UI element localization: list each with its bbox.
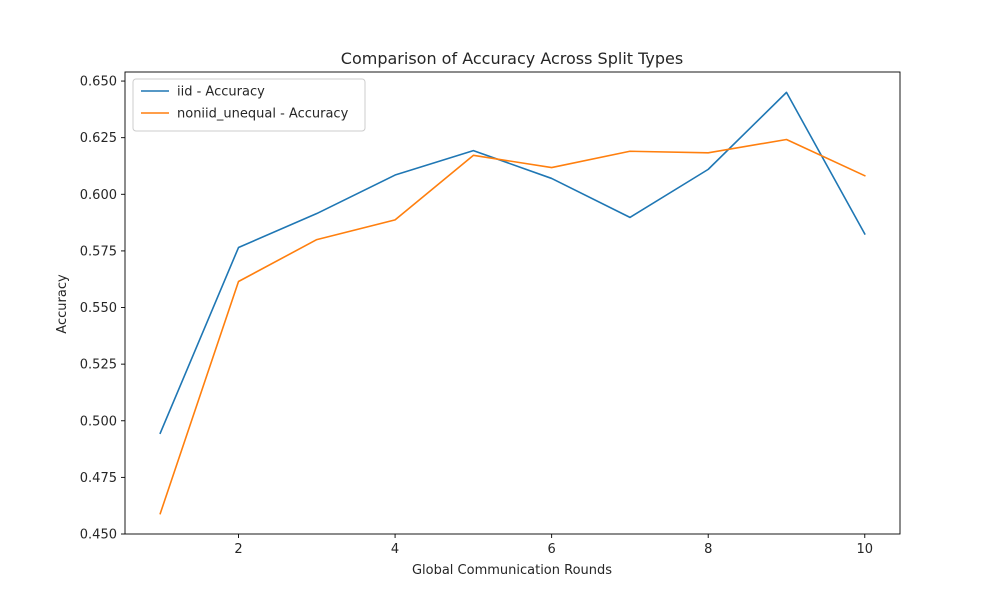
y-tick-label: 0.550 [80,301,117,316]
x-tick-label: 10 [856,542,873,557]
y-tick-label: 0.650 [80,75,117,90]
y-tick-label: 0.525 [80,358,117,373]
legend-box [132,78,366,132]
x-tick-label: 8 [704,542,712,557]
x-tick-label: 4 [391,542,399,557]
plot-frame [124,71,901,535]
chart-title: Comparison of Accuracy Across Split Type… [341,49,683,68]
y-axis-title: Accuracy [55,274,70,334]
series-line-1 [159,138,866,515]
legend-label-0: iid - Accuracy [177,85,265,100]
y-tick-label: 0.450 [80,528,117,543]
y-tick-label: 0.625 [80,131,117,146]
x-tick-label: 6 [548,542,556,557]
y-tick-label: 0.500 [80,414,117,429]
x-axis-title: Global Communication Rounds [412,563,612,578]
series-line-0 [159,91,866,435]
y-tick-label: 0.575 [80,244,117,259]
y-tick-label: 0.600 [80,188,117,203]
y-tick-label: 0.475 [80,471,117,486]
x-tick-label: 2 [234,542,242,557]
legend-label-1: noniid_unequal - Accuracy [177,107,349,122]
